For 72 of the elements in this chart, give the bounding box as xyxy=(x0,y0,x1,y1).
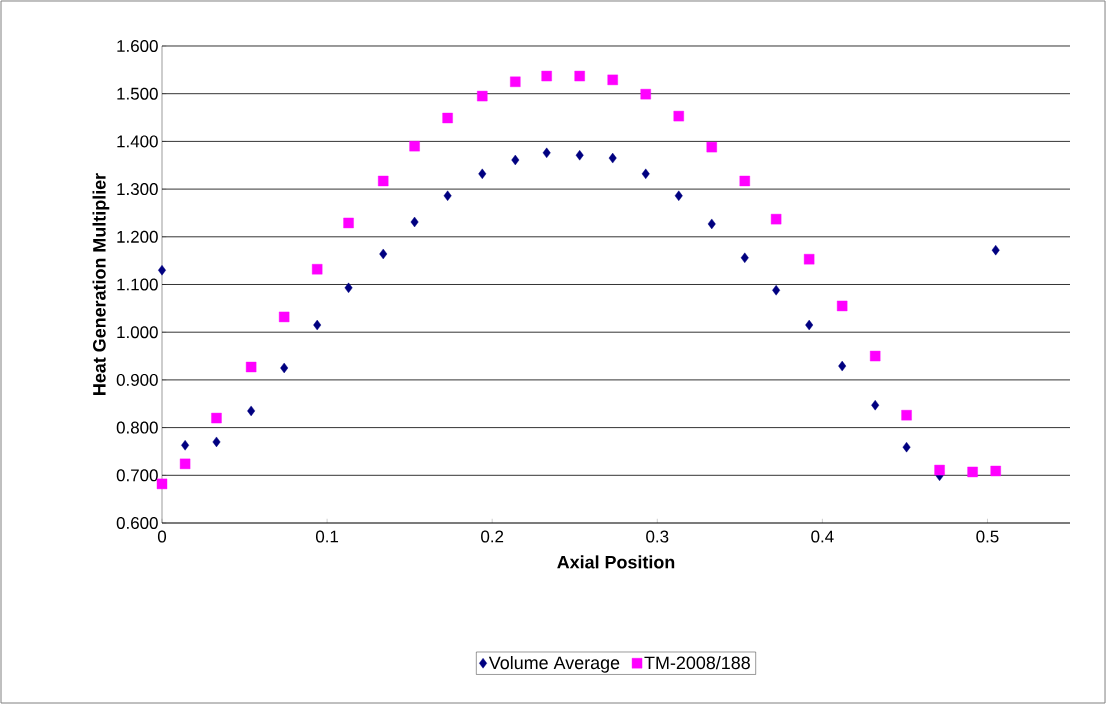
point xyxy=(541,70,552,82)
point xyxy=(511,154,520,166)
point xyxy=(245,361,257,373)
y-tick-label: 0.700 xyxy=(116,469,158,482)
point xyxy=(343,217,354,229)
point xyxy=(739,175,750,187)
point xyxy=(575,150,584,161)
point xyxy=(510,76,521,87)
x-tick-label: 0 xyxy=(157,530,167,543)
point xyxy=(640,88,651,100)
point xyxy=(803,254,815,265)
point xyxy=(311,264,323,275)
point xyxy=(838,360,847,372)
y-axis-title: Heat Generation Multiplier xyxy=(92,173,110,395)
y-tick-label: 1.400 xyxy=(117,135,158,148)
point xyxy=(902,441,911,453)
y-tick-label: 0.600 xyxy=(116,517,158,529)
x-tick-label: 0.4 xyxy=(811,530,834,543)
y-tick-label: 1.200 xyxy=(117,230,158,243)
y-tick-label: 1.600 xyxy=(117,40,158,52)
x-axis-title: Axial Position xyxy=(557,555,675,569)
y-tick-label: 1.100 xyxy=(117,278,158,291)
point xyxy=(967,466,978,478)
point xyxy=(442,112,453,124)
point xyxy=(344,282,353,294)
x-tick-label: 0.2 xyxy=(481,530,504,543)
point xyxy=(156,478,168,490)
point xyxy=(901,410,912,421)
point xyxy=(673,110,684,122)
point xyxy=(574,70,585,82)
point xyxy=(990,465,1001,477)
point xyxy=(934,464,945,476)
y-tick-label: 1.000 xyxy=(117,326,158,339)
x-tick-label: 0.1 xyxy=(315,530,339,543)
point xyxy=(674,190,683,201)
point xyxy=(443,190,452,201)
point xyxy=(478,168,487,180)
point xyxy=(379,248,388,260)
y-tick-label: 0.800 xyxy=(116,421,158,434)
point xyxy=(805,319,814,331)
point xyxy=(836,300,848,312)
point xyxy=(542,147,551,159)
point xyxy=(772,285,781,296)
point xyxy=(871,399,880,411)
point xyxy=(280,362,289,374)
point xyxy=(212,436,221,448)
point xyxy=(378,175,389,187)
point xyxy=(991,244,1000,256)
legend-label: TM-2008/188 xyxy=(644,655,750,670)
point xyxy=(870,350,881,362)
y-tick-label: 0.900 xyxy=(116,373,158,386)
point xyxy=(410,216,419,228)
point xyxy=(181,440,190,451)
y-tick-label: 1.300 xyxy=(117,183,158,196)
point xyxy=(409,140,420,152)
x-tick-label: 0.5 xyxy=(976,530,999,543)
point xyxy=(179,458,191,470)
y-tick-label: 1.500 xyxy=(117,87,158,100)
point xyxy=(477,90,488,102)
x-tick-label: 0.3 xyxy=(646,530,669,543)
point xyxy=(278,311,290,323)
point xyxy=(641,168,650,180)
point xyxy=(607,74,618,86)
point xyxy=(707,218,716,230)
point xyxy=(313,319,322,331)
point xyxy=(770,213,782,225)
point xyxy=(247,405,256,417)
legend-label: Volume Average xyxy=(488,655,620,673)
point xyxy=(211,412,222,424)
point xyxy=(608,152,617,164)
point xyxy=(740,252,749,263)
point xyxy=(706,141,717,153)
